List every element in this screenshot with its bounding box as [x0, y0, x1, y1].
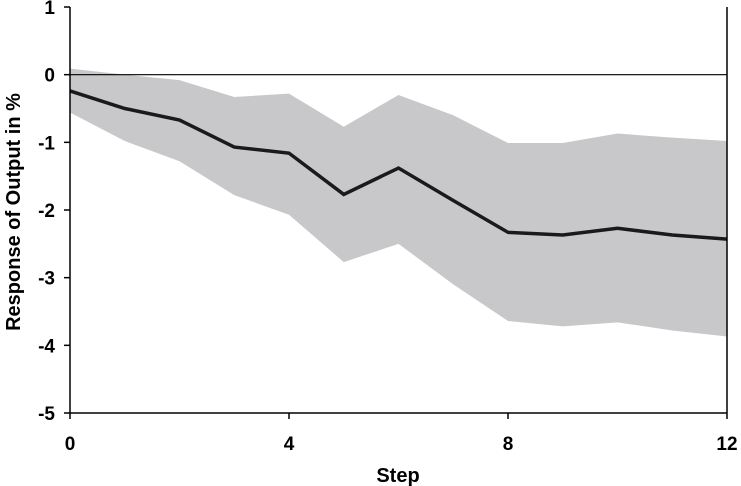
- series-line: [69, 89, 728, 241]
- y-tick-label: -1: [38, 133, 55, 154]
- x-tick-label: 0: [65, 434, 76, 455]
- axes-layer: [64, 6, 728, 419]
- x-axis-title: Step: [376, 465, 419, 486]
- tick-labels-layer: 1 0 -1 -2 -3 -4 -5 0 4 8 12: [38, 0, 737, 455]
- y-tick-label: -3: [38, 269, 55, 290]
- y-tick-label: 0: [44, 66, 55, 87]
- y-tick-label: 1: [44, 0, 55, 19]
- x-tick-label: 8: [503, 434, 514, 455]
- y-tick-label: -2: [38, 201, 55, 222]
- confidence-band: [70, 68, 727, 337]
- x-tick-label: 4: [284, 434, 295, 455]
- y-tick-label: -4: [38, 336, 55, 357]
- y-axis-title: Response of Output in %: [3, 93, 25, 331]
- y-tick-label: -5: [38, 404, 55, 425]
- x-tick-label: 12: [716, 434, 737, 455]
- series-line-layer: [69, 89, 728, 241]
- confidence-band-layer: [70, 68, 727, 337]
